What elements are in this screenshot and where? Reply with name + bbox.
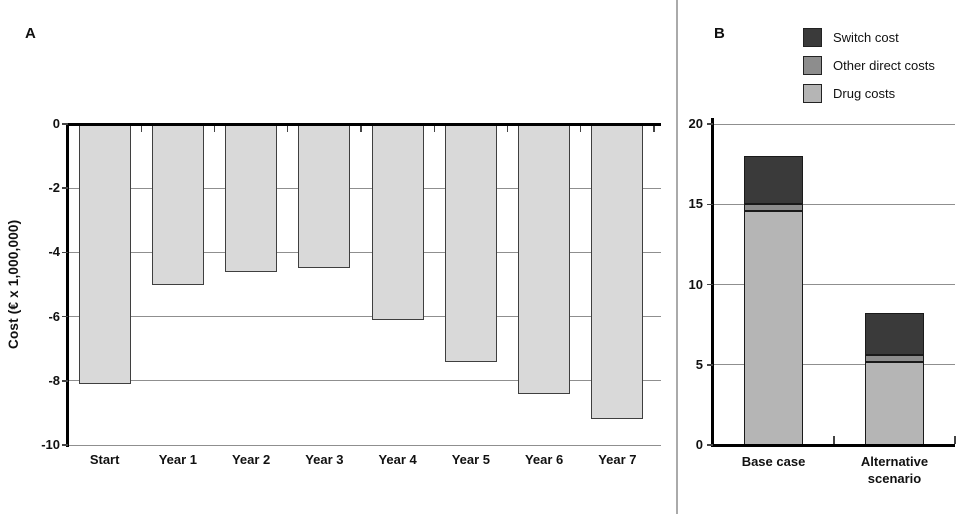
y-axis-tick-5 xyxy=(707,364,713,366)
bar-year-5 xyxy=(444,124,497,362)
y-tick-label--10: -10 xyxy=(41,437,60,452)
panel-divider-line xyxy=(676,0,678,514)
y-tick-label-10: 10 xyxy=(688,276,703,292)
x-category-label-year-3: Year 3 xyxy=(305,452,344,467)
panel-b-label: B xyxy=(714,25,725,42)
segment-switch-cost-alternative-scenario xyxy=(865,313,924,356)
x-category-label-year-7: Year 7 xyxy=(598,452,637,467)
y-axis-tick--8 xyxy=(62,380,68,382)
x-axis-tick-1 xyxy=(140,125,142,132)
y-tick-label-0: 0 xyxy=(695,437,703,452)
y-tick-label--4: -4 xyxy=(48,244,60,260)
y-axis-tick--10 xyxy=(62,444,68,446)
x-category-label-year-6: Year 6 xyxy=(524,452,564,467)
x-axis-tick-5 xyxy=(433,125,435,132)
legend-swatch-other-direct-costs xyxy=(803,56,822,75)
x-axis-tick-8 xyxy=(653,125,655,132)
gridline--6 xyxy=(68,316,661,318)
x-axis-tick-4 xyxy=(360,125,362,132)
y-axis-tick--2 xyxy=(62,187,68,189)
x-category-label-alternative-scenario: Alternative scenario xyxy=(860,454,929,486)
gridline-5 xyxy=(713,364,955,366)
gridline--10 xyxy=(68,444,661,446)
panel-a-y-axis-title: Cost (€ x 1,000,000) xyxy=(6,219,21,350)
y-tick-label-5: 5 xyxy=(695,356,703,372)
gridline-20 xyxy=(713,123,955,125)
x-axis-tick-1 xyxy=(833,436,835,444)
x-category-label-start: Start xyxy=(89,452,120,467)
panel-b-y-axis xyxy=(710,118,714,447)
x-category-label-base-case: Base case xyxy=(741,454,806,469)
y-tick-label--2: -2 xyxy=(48,180,60,196)
bar-year-4 xyxy=(371,124,424,320)
bar-year-3 xyxy=(298,124,351,269)
y-axis-tick--4 xyxy=(62,251,68,254)
x-axis-tick-2 xyxy=(213,125,216,132)
y-tick-label--6: -6 xyxy=(48,308,60,324)
x-axis-tick-3 xyxy=(287,125,289,132)
x-category-label-year-2: Year 2 xyxy=(231,452,271,467)
legend-label-switch-cost: Switch cost xyxy=(833,30,899,45)
panel-a-y-axis xyxy=(65,122,69,447)
gridline--2 xyxy=(68,187,661,189)
panel-a-label: A xyxy=(25,25,36,42)
bar-year-2 xyxy=(225,124,278,272)
gridline-15 xyxy=(713,203,955,205)
segment-drug-costs-base-case xyxy=(744,210,803,445)
bar-year-6 xyxy=(518,124,571,394)
panel-b-baseline xyxy=(710,443,955,447)
bar-year-1 xyxy=(151,124,204,285)
gridline--8 xyxy=(68,380,661,382)
gridline-10 xyxy=(713,284,955,285)
segment-other-direct-costs-base-case xyxy=(744,204,803,211)
legend-swatch-switch-cost xyxy=(803,28,822,47)
x-axis-tick-7 xyxy=(580,125,582,132)
x-axis-tick-2 xyxy=(954,436,956,444)
legend-label-other-direct-costs: Other direct costs xyxy=(833,58,935,73)
y-axis-tick-0 xyxy=(62,123,68,125)
x-category-label-year-5: Year 5 xyxy=(451,452,491,467)
y-tick-label--8: -8 xyxy=(48,372,60,388)
y-axis-tick-0 xyxy=(707,444,713,446)
x-axis-tick-6 xyxy=(506,125,509,132)
y-axis-tick-20 xyxy=(707,123,713,125)
y-axis-tick-10 xyxy=(707,283,713,286)
x-category-label-year-4: Year 4 xyxy=(378,452,417,467)
bar-year-7 xyxy=(591,124,644,420)
segment-drug-costs-alternative-scenario xyxy=(865,361,924,445)
segment-switch-cost-base-case xyxy=(744,156,803,205)
y-axis-tick-15 xyxy=(707,203,713,205)
x-category-label-year-1: Year 1 xyxy=(158,452,198,467)
y-tick-label-20: 20 xyxy=(688,116,703,131)
legend-swatch-drug-costs xyxy=(803,84,822,103)
panel-a-zero-line xyxy=(65,122,661,126)
segment-other-direct-costs-alternative-scenario xyxy=(865,355,924,362)
y-tick-label-0: 0 xyxy=(52,116,60,131)
y-axis-tick--6 xyxy=(62,315,68,318)
bar-start xyxy=(78,124,131,384)
legend-label-drug-costs: Drug costs xyxy=(833,86,896,101)
gridline--4 xyxy=(68,251,661,253)
y-tick-label-15: 15 xyxy=(688,196,703,212)
